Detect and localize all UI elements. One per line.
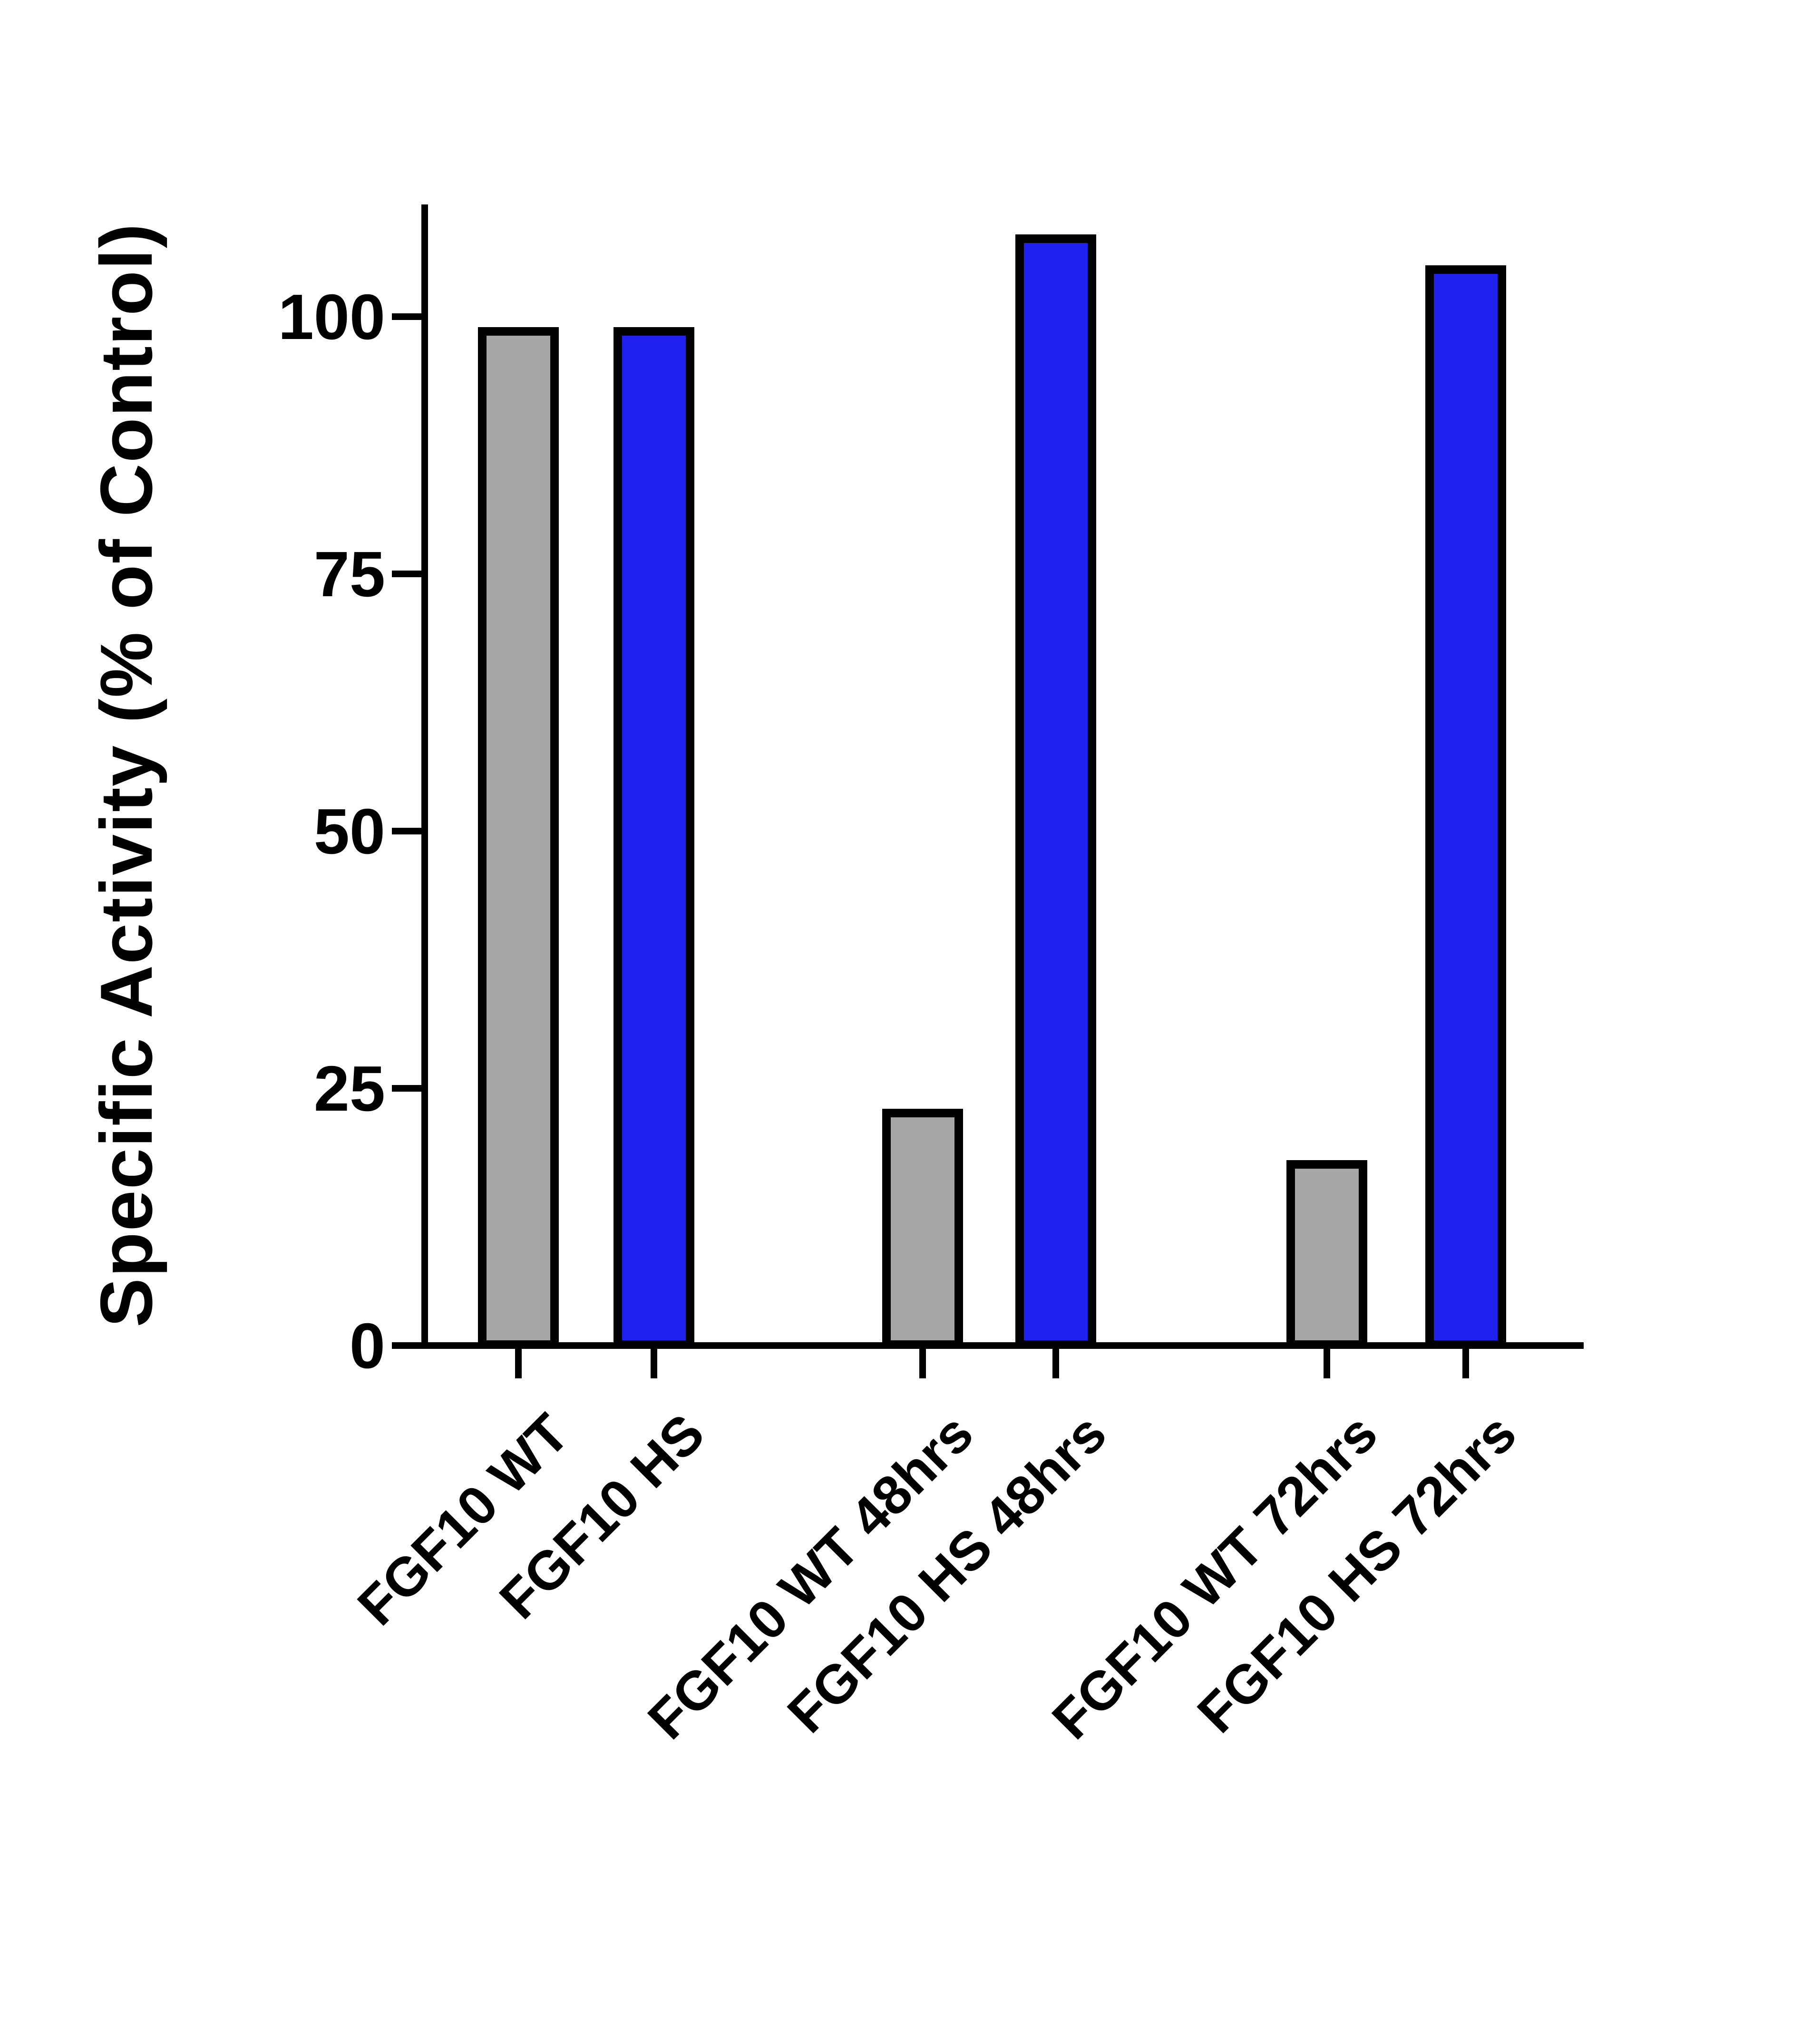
y-tick (392, 1342, 421, 1349)
x-tick (651, 1349, 657, 1378)
y-tick-label: 25 (313, 1053, 385, 1124)
y-tick (392, 313, 421, 320)
x-tick (1052, 1349, 1059, 1378)
y-tick (392, 571, 421, 577)
y-tick-label: 75 (313, 538, 385, 610)
bar (1015, 234, 1096, 1349)
bar (882, 1109, 963, 1349)
bar (613, 327, 694, 1349)
y-axis-title: Specific Activity (% of Control) (85, 223, 167, 1327)
x-axis-line (421, 1342, 1584, 1349)
x-tick (515, 1349, 522, 1378)
bar (1425, 265, 1506, 1349)
x-category-label: FGF10 WT 72hrs (1041, 1403, 1389, 1751)
y-tick (392, 828, 421, 834)
x-tick (1324, 1349, 1330, 1378)
y-tick-label: 50 (313, 795, 385, 867)
y-tick (392, 1085, 421, 1092)
x-tick (919, 1349, 926, 1378)
y-tick-label: 100 (278, 281, 385, 353)
x-tick (1462, 1349, 1469, 1378)
bar (1286, 1160, 1367, 1349)
y-axis-line (421, 204, 428, 1349)
y-tick-label: 0 (349, 1310, 385, 1382)
bar (478, 327, 559, 1349)
